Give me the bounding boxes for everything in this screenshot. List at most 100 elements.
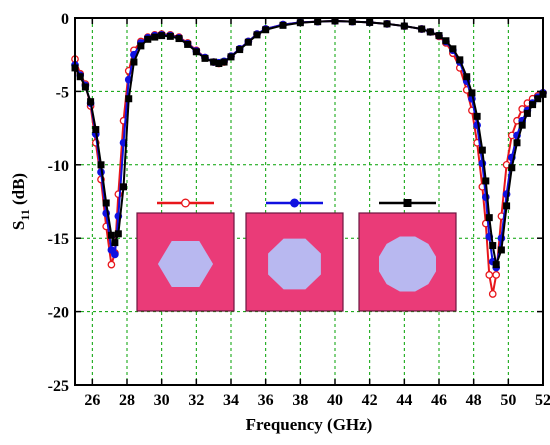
series-3: [71, 17, 547, 269]
y-tick-label: 0: [61, 11, 69, 28]
data-point: [184, 40, 192, 48]
y-tick-label: -25: [48, 378, 69, 395]
data-point: [478, 146, 486, 154]
y-tick-label: -10: [48, 158, 69, 175]
x-tick-label: 32: [188, 392, 204, 409]
legend-entry-3: [358, 199, 457, 312]
data-point: [473, 112, 481, 120]
data-point: [442, 37, 450, 45]
data-point: [181, 198, 190, 208]
data-point: [492, 261, 500, 269]
data-point: [488, 290, 497, 298]
data-point: [151, 33, 159, 41]
data-point: [485, 214, 493, 222]
data-point: [102, 199, 110, 207]
data-point: [253, 31, 261, 39]
y-tick-label: -15: [48, 231, 69, 248]
data-point: [107, 231, 115, 239]
legend-entry-1: [136, 198, 235, 312]
data-point: [175, 35, 183, 43]
x-tick-label: 38: [292, 392, 308, 409]
data-point: [166, 32, 174, 40]
data-point: [426, 28, 434, 36]
data-point: [81, 83, 89, 91]
x-tick-label: 34: [223, 392, 239, 409]
x-tick-label: 28: [119, 392, 135, 409]
data-point: [125, 95, 133, 103]
y-axis-title-main: S: [9, 221, 28, 230]
data-point: [418, 25, 426, 33]
data-point: [403, 199, 412, 207]
data-point: [449, 45, 457, 53]
y-tick-label: -5: [56, 84, 69, 101]
data-point: [76, 73, 84, 81]
data-point: [482, 177, 490, 185]
x-tick-label: 30: [154, 392, 170, 409]
data-point: [137, 42, 145, 50]
x-tick-label: 36: [258, 392, 274, 409]
patch-shape: [157, 241, 214, 287]
data-point: [456, 56, 464, 64]
x-tick-label: 26: [84, 392, 100, 409]
y-axis-title: S11 (dB): [9, 173, 32, 230]
x-tick-label: 40: [327, 392, 343, 409]
data-point: [523, 109, 531, 117]
data-point: [518, 121, 526, 129]
data-point: [534, 95, 542, 103]
x-tick-label: 46: [431, 392, 447, 409]
patch-shape: [379, 236, 436, 292]
data-point: [130, 58, 138, 66]
x-tick-label: 52: [535, 392, 550, 409]
grid-lines: [75, 18, 543, 385]
data-point: [158, 32, 166, 40]
legend-entry-2: [245, 198, 344, 312]
y-axis-title-unit: (dB): [9, 173, 28, 209]
y-axis-title-subscript: 11: [18, 209, 32, 220]
data-point: [513, 139, 521, 147]
data-point: [492, 271, 501, 279]
data-point: [220, 58, 228, 66]
data-point: [383, 20, 391, 28]
data-point: [348, 18, 356, 26]
data-point: [290, 198, 299, 208]
data-point: [463, 73, 471, 81]
data-point: [468, 89, 476, 97]
x-tick-label: 48: [466, 392, 482, 409]
y-tick-labels: 0 -5 -10 -15 -20 -25: [48, 11, 69, 395]
data-point: [111, 250, 119, 259]
x-axis-title: Frequency (GHz): [246, 415, 373, 434]
data-point: [120, 183, 128, 191]
data-point: [244, 38, 252, 46]
data-point: [97, 161, 105, 169]
data-point: [497, 246, 505, 254]
data-point: [529, 101, 537, 109]
patch-shape: [268, 238, 321, 290]
data-point: [489, 242, 497, 250]
x-tick-label: 42: [362, 392, 378, 409]
data-point: [435, 32, 443, 40]
data-point: [107, 260, 116, 269]
data-point: [503, 202, 511, 210]
axis-ticks: [75, 17, 544, 386]
x-tick-labels: 26 28 30 32 34 36 38 40 42 44 46 48 50 52: [84, 392, 550, 409]
data-point: [314, 18, 322, 26]
data-point: [92, 126, 100, 134]
x-tick-label: 50: [500, 392, 516, 409]
data-point: [114, 230, 122, 238]
data-point: [111, 239, 119, 247]
y-tick-label: -20: [48, 305, 69, 322]
data-point: [227, 53, 235, 61]
plot-frame: [74, 17, 544, 386]
data-point: [279, 21, 287, 29]
x-tick-label: 44: [396, 392, 412, 409]
series-layer: [71, 17, 547, 298]
data-point: [201, 54, 209, 62]
data-point: [508, 164, 516, 172]
data-point: [236, 46, 244, 54]
data-point: [144, 35, 152, 43]
data-point: [485, 271, 494, 279]
data-point: [87, 98, 95, 106]
data-point: [192, 48, 200, 56]
patch-legend: [136, 198, 457, 312]
